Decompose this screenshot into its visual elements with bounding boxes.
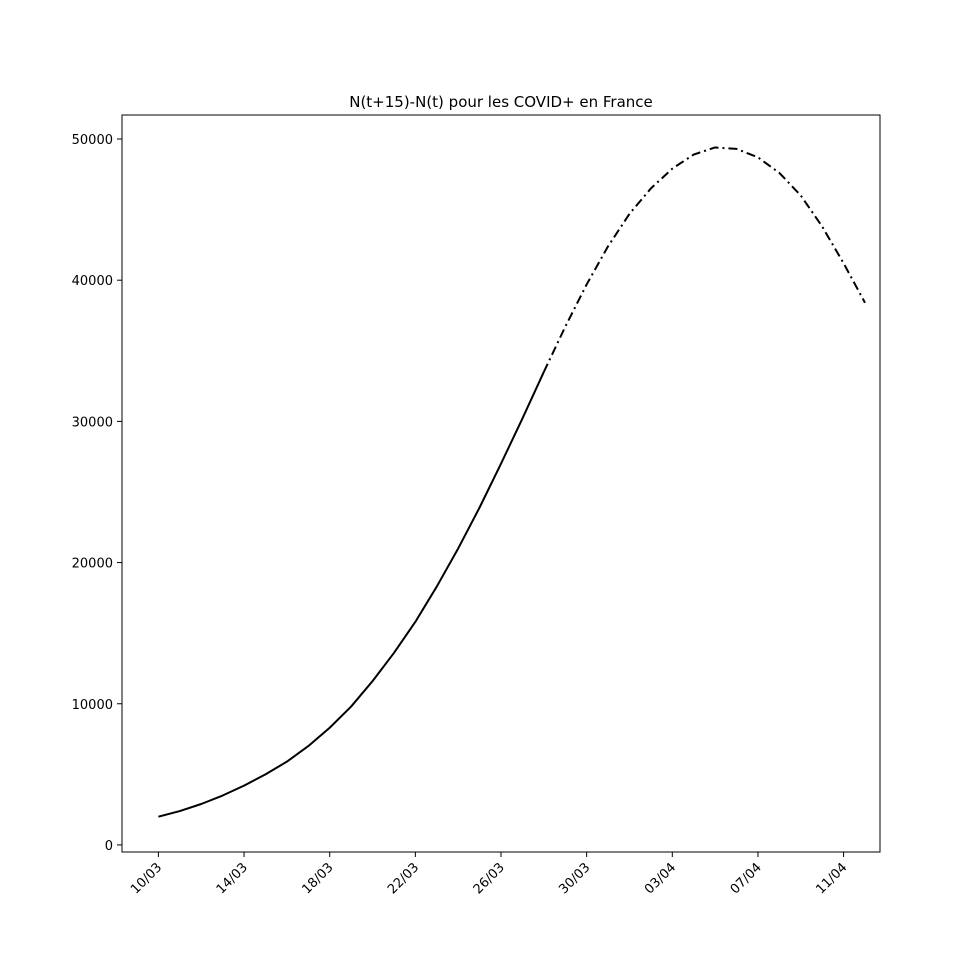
series-line-observed <box>158 371 545 818</box>
series-line-projected <box>542 146 866 373</box>
y-tick-label: 20000 <box>72 557 113 572</box>
chart-title: N(t+15)-N(t) pour les COVID+ en France <box>349 93 653 111</box>
plot-area <box>158 146 866 818</box>
y-tick-label: 50000 <box>72 133 113 148</box>
y-axis: 0 10000 20000 30000 40000 50000 <box>72 133 122 854</box>
y-tick-label: 0 <box>105 839 113 854</box>
y-tick-label: 10000 <box>72 698 113 713</box>
y-tick-label: 30000 <box>72 415 113 430</box>
y-tick-label: 40000 <box>72 274 113 289</box>
